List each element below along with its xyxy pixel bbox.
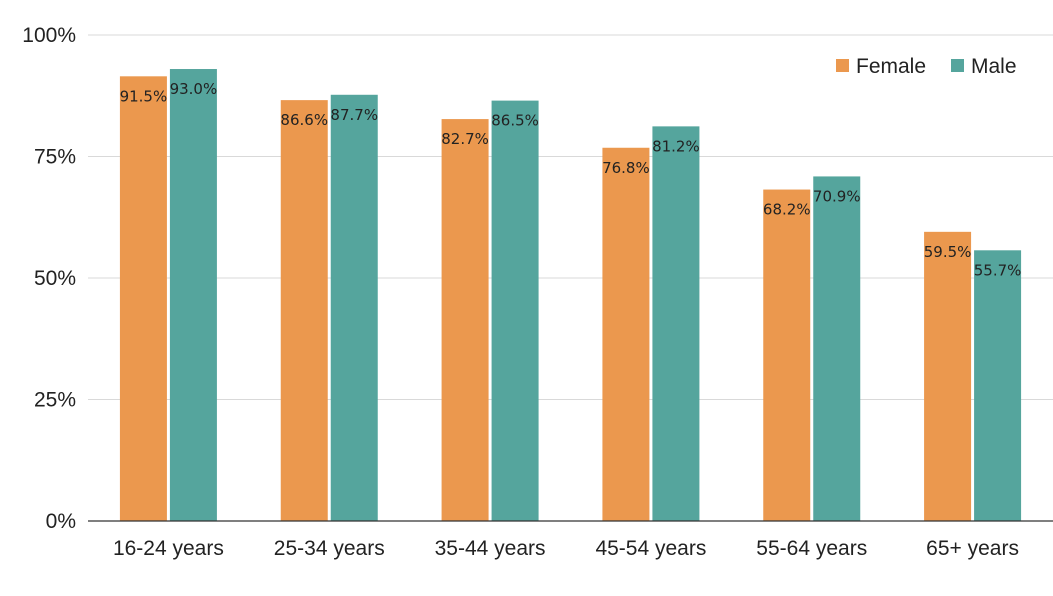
data-label: 81.2% [652, 137, 700, 155]
bar-male [491, 100, 539, 522]
bar-male [974, 250, 1022, 521]
gridlines [88, 34, 1053, 400]
bar-female [924, 231, 972, 521]
x-category-label: 35-44 years [435, 537, 546, 560]
y-tick-label: 100% [22, 24, 76, 47]
y-tick-label: 25% [34, 389, 76, 412]
data-label: 86.5% [491, 112, 539, 130]
data-label: 91.5% [120, 87, 168, 105]
bar-male [169, 69, 217, 522]
data-label: 76.8% [602, 159, 650, 177]
y-tick-label: 75% [34, 146, 76, 169]
x-category-label: 55-64 years [756, 537, 867, 560]
bar-male [652, 126, 700, 522]
data-label: 93.0% [170, 80, 218, 98]
bar-female [763, 189, 811, 521]
bar-male [813, 176, 861, 521]
y-tick-label: 0% [46, 510, 76, 533]
bar-male [330, 94, 378, 521]
legend-swatch-male [951, 59, 964, 72]
x-category-label: 45-54 years [595, 537, 706, 560]
y-axis-ticks: 0% 25% 50% 75% 100% [22, 24, 76, 533]
data-label: 70.9% [813, 187, 861, 205]
legend: Female Male [836, 55, 1017, 78]
bar-female [119, 76, 167, 521]
legend-label-female: Female [856, 55, 926, 78]
bars [119, 69, 1022, 522]
y-tick-label: 50% [34, 267, 76, 290]
data-label: 55.7% [974, 261, 1022, 279]
x-category-label: 65+ years [926, 537, 1019, 560]
x-category-label: 16-24 years [113, 537, 224, 560]
x-category-label: 25-34 years [274, 537, 385, 560]
x-axis-categories: 16-24 years 25-34 years 35-44 years 45-54 y… [113, 537, 1019, 560]
legend-swatch-female [836, 59, 849, 72]
bar-female [602, 147, 650, 521]
data-label: 68.2% [763, 201, 811, 219]
bar-female [280, 100, 328, 522]
data-labels: 91.5% 93.0% 86.6% 87.7% 82.7%86.5% 76.8%81.2%… [120, 80, 1022, 279]
data-label: 86.6% [280, 111, 328, 129]
data-label: 87.7% [330, 106, 378, 124]
bar-female [441, 119, 489, 521]
data-label: 59.5% [924, 243, 972, 261]
data-label: 82.7% [441, 130, 489, 148]
legend-label-male: Male [971, 55, 1017, 78]
